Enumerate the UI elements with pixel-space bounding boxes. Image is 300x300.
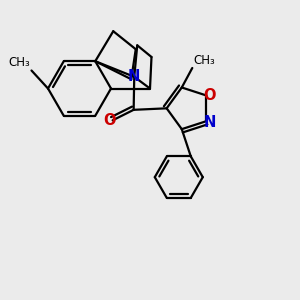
- Text: N: N: [204, 115, 216, 130]
- Text: O: O: [204, 88, 216, 103]
- Text: N: N: [128, 69, 140, 84]
- Text: CH₃: CH₃: [194, 54, 215, 67]
- Text: CH₃: CH₃: [8, 56, 30, 69]
- Text: O: O: [103, 113, 115, 128]
